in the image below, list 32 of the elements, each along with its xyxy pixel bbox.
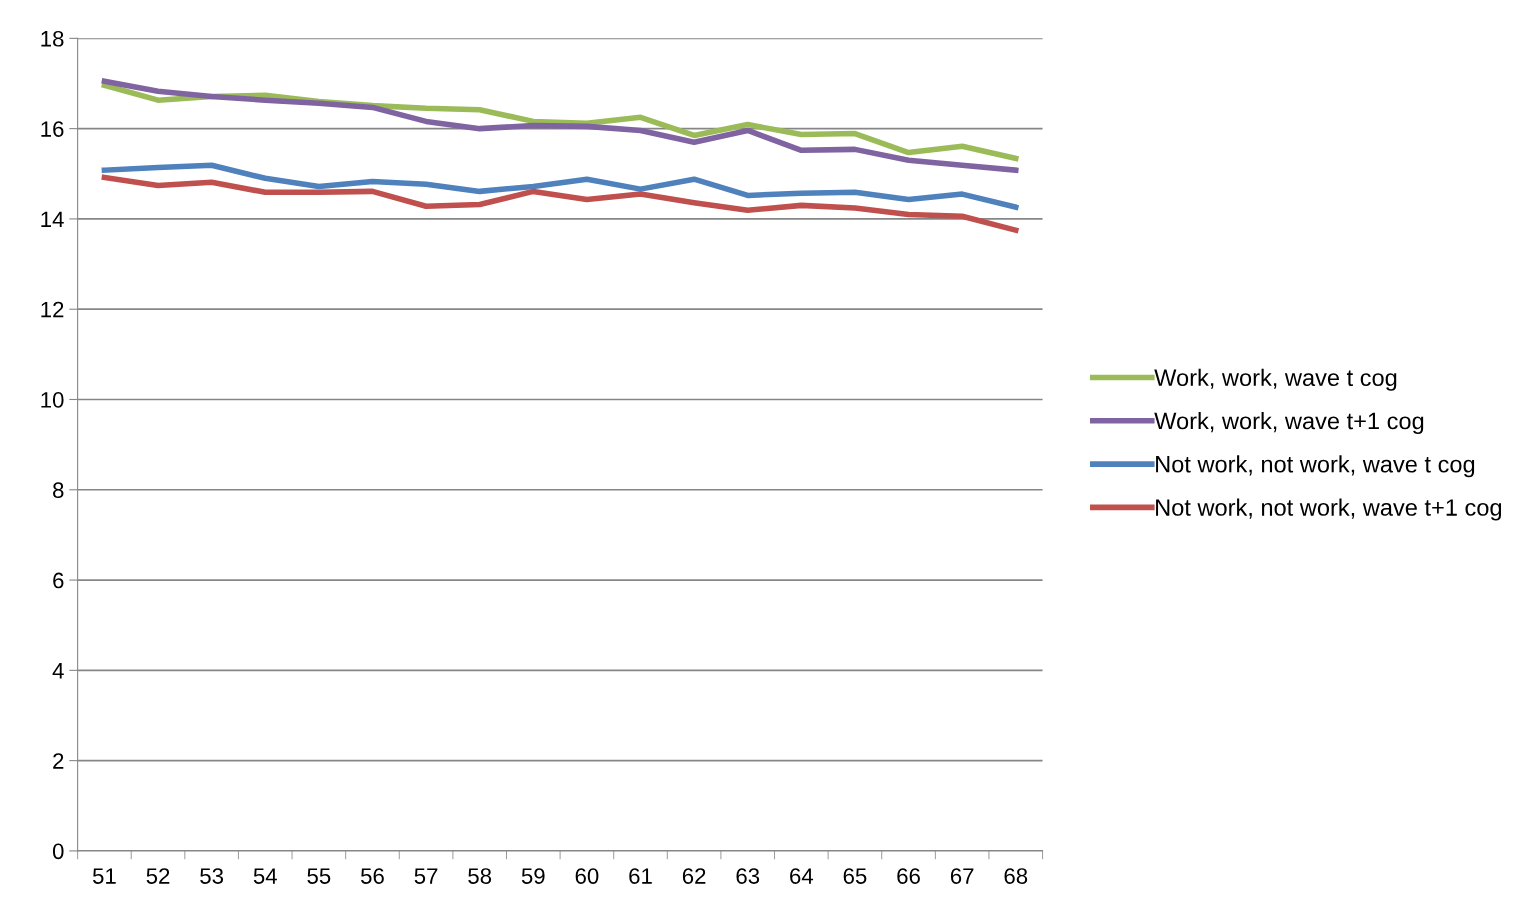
y-tick-label: 4: [52, 663, 64, 679]
x-tick-label: 54: [253, 868, 277, 884]
x-tick-label: 55: [307, 868, 331, 884]
legend-label: Work, work, wave t cog: [1154, 368, 1397, 391]
legend-label: Not work, not work, wave t+1 cog: [1156, 498, 1502, 521]
x-tick-label: 53: [200, 868, 224, 884]
x-tick-label: 65: [843, 868, 867, 884]
x-tick-label: 52: [146, 868, 170, 884]
x-tick-label: 58: [468, 868, 492, 884]
y-tick-label: 18: [41, 30, 64, 47]
x-tick-label: 60: [575, 868, 599, 884]
y-tick-label: 12: [41, 301, 64, 318]
legend-label: Not work, not work, wave t cog: [1156, 455, 1475, 478]
y-tick-label: 0: [52, 843, 64, 860]
x-tick-label: 61: [629, 868, 652, 884]
x-tick-label: 67: [950, 868, 974, 884]
x-tick-label: 68: [1004, 868, 1028, 884]
x-tick-label: 56: [361, 868, 384, 884]
y-tick-label: 16: [41, 121, 64, 137]
y-tick-label: 6: [53, 572, 64, 589]
x-tick-label: 51: [92, 868, 116, 884]
y-tick-label: 14: [41, 211, 64, 227]
x-tick-label: 57: [414, 868, 438, 884]
x-tick-label: 59: [521, 868, 545, 884]
y-tick-label: 10: [41, 392, 64, 408]
legend-label: Work, work, wave t+1 cog: [1154, 412, 1424, 435]
y-tick-label: 8: [53, 482, 64, 499]
x-tick-label: 64: [790, 868, 814, 884]
y-tick-label: 2: [53, 753, 64, 769]
x-tick-label: 66: [897, 868, 920, 884]
x-tick-label: 62: [682, 868, 706, 884]
x-tick-label: 63: [736, 868, 760, 884]
